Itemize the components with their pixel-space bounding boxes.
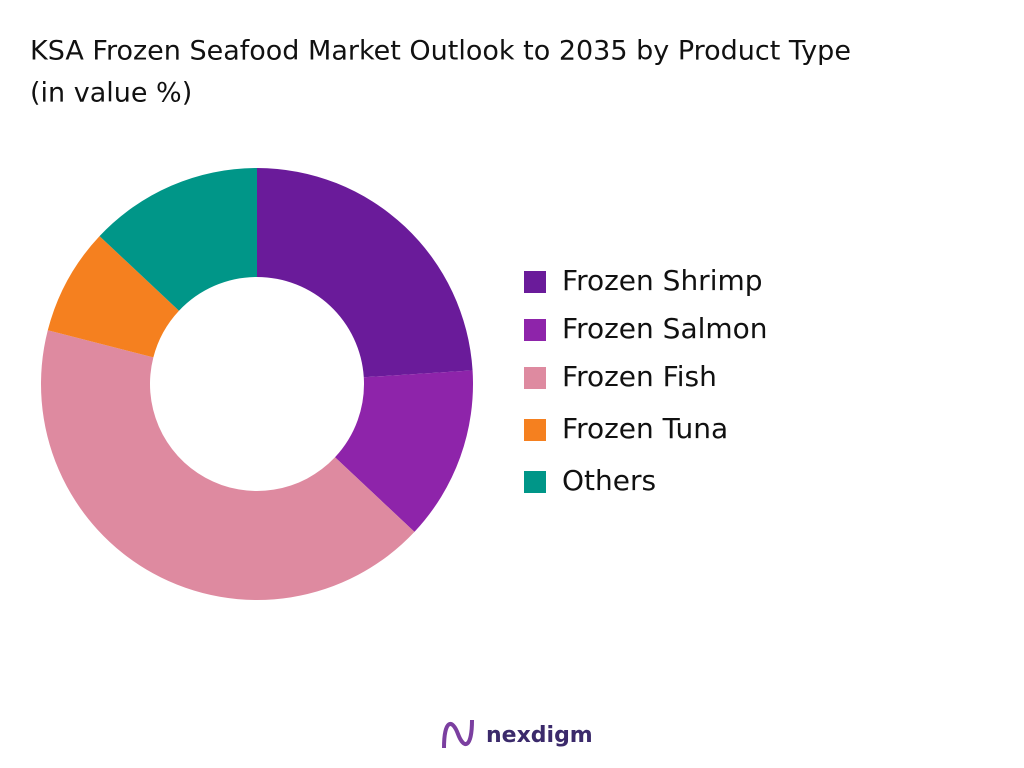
legend-swatch [524, 419, 546, 441]
donut-slice [257, 168, 473, 378]
donut-slice [47, 236, 180, 358]
donut-slice [334, 370, 473, 532]
legend-label: Frozen Salmon [562, 312, 768, 345]
legend-label: Others [562, 464, 656, 497]
legend-swatch [524, 367, 546, 389]
chart-title: KSA Frozen Seafood Market Outlook to 203… [30, 36, 851, 67]
legend-label: Frozen Tuna [562, 412, 728, 445]
legend-swatch [524, 271, 546, 293]
legend-label: Frozen Fish [562, 360, 717, 393]
logo-text: nexdigm [486, 723, 593, 748]
legend-label: Frozen Shrimp [562, 264, 763, 297]
chart-subtitle: (in value %) [30, 78, 192, 109]
legend-swatch [524, 471, 546, 493]
donut-slice [41, 330, 415, 600]
legend-swatch [524, 319, 546, 341]
logo-icon [442, 719, 474, 749]
donut-slice [99, 168, 257, 311]
